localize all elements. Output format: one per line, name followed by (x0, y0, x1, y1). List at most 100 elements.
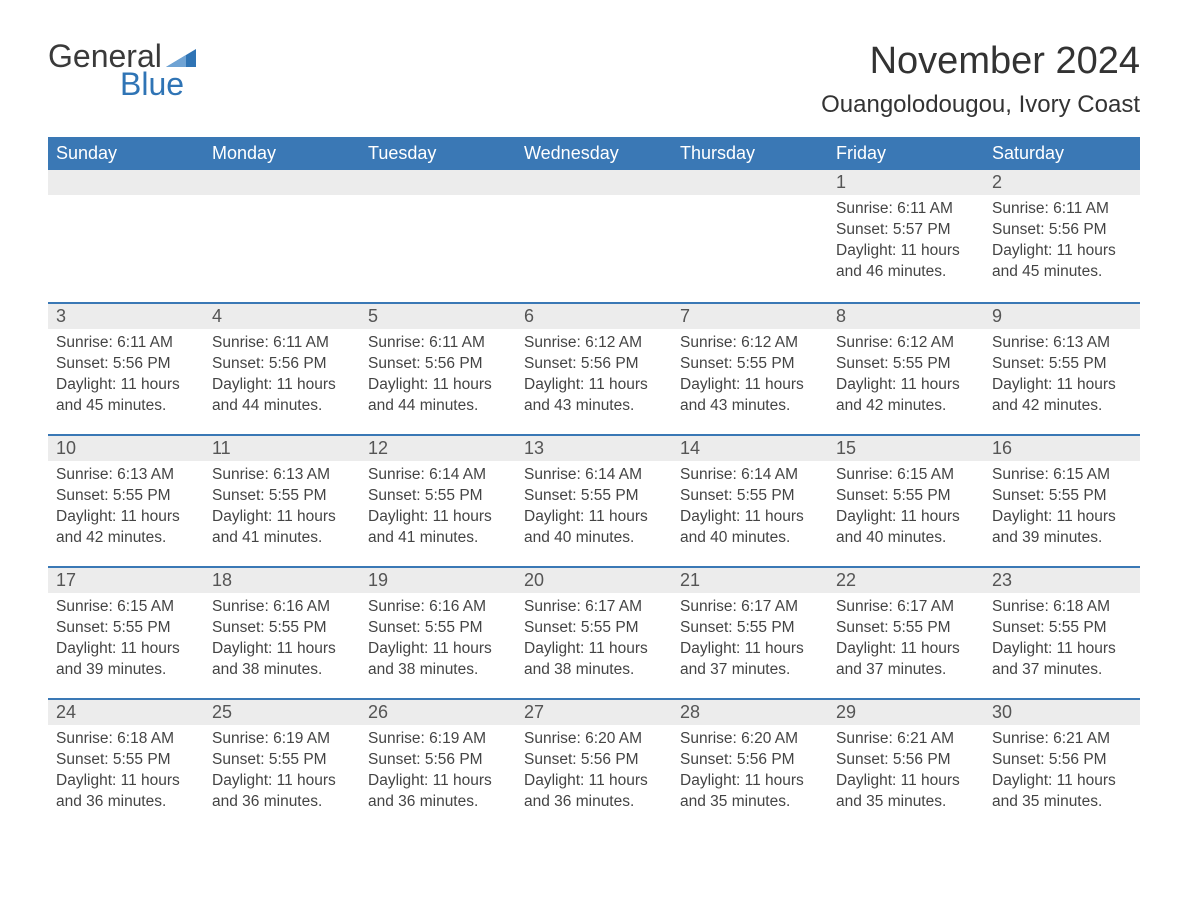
sunrise-line: Sunrise: 6:17 AM (680, 597, 820, 618)
day-details: Sunrise: 6:21 AMSunset: 5:56 PMDaylight:… (984, 725, 1140, 821)
month-title: November 2024 (821, 40, 1140, 83)
calendar-cell: 20Sunrise: 6:17 AMSunset: 5:55 PMDayligh… (516, 566, 672, 698)
day-details: Sunrise: 6:18 AMSunset: 5:55 PMDaylight:… (984, 593, 1140, 689)
day-details: Sunrise: 6:16 AMSunset: 5:55 PMDaylight:… (204, 593, 360, 689)
calendar-week: 3Sunrise: 6:11 AMSunset: 5:56 PMDaylight… (48, 302, 1140, 434)
daylight-line: Daylight: 11 hours and 44 minutes. (368, 375, 508, 417)
sunset-line: Sunset: 5:55 PM (56, 618, 196, 639)
daylight-line: Daylight: 11 hours and 38 minutes. (212, 639, 352, 681)
day-number: 21 (672, 566, 828, 593)
calendar-body: 1Sunrise: 6:11 AMSunset: 5:57 PMDaylight… (48, 170, 1140, 830)
day-number: 18 (204, 566, 360, 593)
title-block: November 2024 Ouangolodougou, Ivory Coas… (821, 40, 1140, 119)
sunset-line: Sunset: 5:55 PM (56, 486, 196, 507)
sunrise-line: Sunrise: 6:11 AM (836, 199, 976, 220)
calendar-cell: 10Sunrise: 6:13 AMSunset: 5:55 PMDayligh… (48, 434, 204, 566)
day-header: Monday (204, 137, 360, 170)
calendar-cell: 28Sunrise: 6:20 AMSunset: 5:56 PMDayligh… (672, 698, 828, 830)
sunrise-line: Sunrise: 6:12 AM (836, 333, 976, 354)
day-number: 14 (672, 434, 828, 461)
day-number: 24 (48, 698, 204, 725)
daylight-line: Daylight: 11 hours and 37 minutes. (680, 639, 820, 681)
sunrise-line: Sunrise: 6:11 AM (368, 333, 508, 354)
day-details: Sunrise: 6:17 AMSunset: 5:55 PMDaylight:… (828, 593, 984, 689)
day-number: 12 (360, 434, 516, 461)
day-details: Sunrise: 6:17 AMSunset: 5:55 PMDaylight:… (672, 593, 828, 689)
sunset-line: Sunset: 5:55 PM (992, 354, 1132, 375)
daylight-line: Daylight: 11 hours and 44 minutes. (212, 375, 352, 417)
calendar-cell: 12Sunrise: 6:14 AMSunset: 5:55 PMDayligh… (360, 434, 516, 566)
day-number: 6 (516, 302, 672, 329)
sunrise-line: Sunrise: 6:17 AM (524, 597, 664, 618)
sunrise-line: Sunrise: 6:21 AM (836, 729, 976, 750)
day-number: 19 (360, 566, 516, 593)
sunrise-line: Sunrise: 6:13 AM (212, 465, 352, 486)
day-number: 2 (984, 170, 1140, 195)
sunrise-line: Sunrise: 6:14 AM (680, 465, 820, 486)
calendar-cell (672, 170, 828, 302)
day-number: 3 (48, 302, 204, 329)
sunrise-line: Sunrise: 6:18 AM (992, 597, 1132, 618)
daylight-line: Daylight: 11 hours and 45 minutes. (992, 241, 1132, 283)
sunrise-line: Sunrise: 6:14 AM (368, 465, 508, 486)
sunset-line: Sunset: 5:56 PM (56, 354, 196, 375)
sunrise-line: Sunrise: 6:19 AM (212, 729, 352, 750)
calendar-cell: 2Sunrise: 6:11 AMSunset: 5:56 PMDaylight… (984, 170, 1140, 302)
day-details: Sunrise: 6:12 AMSunset: 5:55 PMDaylight:… (672, 329, 828, 425)
day-details: Sunrise: 6:18 AMSunset: 5:55 PMDaylight:… (48, 725, 204, 821)
sunrise-line: Sunrise: 6:18 AM (56, 729, 196, 750)
daylight-line: Daylight: 11 hours and 41 minutes. (368, 507, 508, 549)
calendar-cell (204, 170, 360, 302)
sunrise-line: Sunrise: 6:20 AM (524, 729, 664, 750)
daylight-line: Daylight: 11 hours and 38 minutes. (524, 639, 664, 681)
sunrise-line: Sunrise: 6:13 AM (992, 333, 1132, 354)
day-number: 26 (360, 698, 516, 725)
daylight-line: Daylight: 11 hours and 36 minutes. (368, 771, 508, 813)
day-number: 13 (516, 434, 672, 461)
calendar-cell: 9Sunrise: 6:13 AMSunset: 5:55 PMDaylight… (984, 302, 1140, 434)
day-number: 17 (48, 566, 204, 593)
day-details: Sunrise: 6:17 AMSunset: 5:55 PMDaylight:… (516, 593, 672, 689)
daylight-line: Daylight: 11 hours and 45 minutes. (56, 375, 196, 417)
sunset-line: Sunset: 5:57 PM (836, 220, 976, 241)
calendar-cell: 21Sunrise: 6:17 AMSunset: 5:55 PMDayligh… (672, 566, 828, 698)
day-details: Sunrise: 6:13 AMSunset: 5:55 PMDaylight:… (984, 329, 1140, 425)
sunrise-line: Sunrise: 6:16 AM (212, 597, 352, 618)
header: General Blue November 2024 Ouangolodougo… (48, 40, 1140, 119)
day-number: 16 (984, 434, 1140, 461)
daylight-line: Daylight: 11 hours and 37 minutes. (992, 639, 1132, 681)
sunset-line: Sunset: 5:55 PM (212, 618, 352, 639)
daylight-line: Daylight: 11 hours and 40 minutes. (836, 507, 976, 549)
calendar-week: 1Sunrise: 6:11 AMSunset: 5:57 PMDaylight… (48, 170, 1140, 302)
sunrise-line: Sunrise: 6:11 AM (992, 199, 1132, 220)
empty-day-bar (48, 170, 204, 195)
day-details: Sunrise: 6:19 AMSunset: 5:56 PMDaylight:… (360, 725, 516, 821)
day-details: Sunrise: 6:20 AMSunset: 5:56 PMDaylight:… (516, 725, 672, 821)
day-header-row: SundayMondayTuesdayWednesdayThursdayFrid… (48, 137, 1140, 170)
day-number: 27 (516, 698, 672, 725)
calendar-head: SundayMondayTuesdayWednesdayThursdayFrid… (48, 137, 1140, 170)
daylight-line: Daylight: 11 hours and 42 minutes. (992, 375, 1132, 417)
sunrise-line: Sunrise: 6:15 AM (56, 597, 196, 618)
calendar-table: SundayMondayTuesdayWednesdayThursdayFrid… (48, 137, 1140, 830)
calendar-cell: 30Sunrise: 6:21 AMSunset: 5:56 PMDayligh… (984, 698, 1140, 830)
day-number: 8 (828, 302, 984, 329)
sunrise-line: Sunrise: 6:12 AM (680, 333, 820, 354)
day-details: Sunrise: 6:20 AMSunset: 5:56 PMDaylight:… (672, 725, 828, 821)
day-number: 28 (672, 698, 828, 725)
sunset-line: Sunset: 5:56 PM (368, 750, 508, 771)
day-details: Sunrise: 6:11 AMSunset: 5:56 PMDaylight:… (984, 195, 1140, 291)
calendar-cell: 17Sunrise: 6:15 AMSunset: 5:55 PMDayligh… (48, 566, 204, 698)
calendar-cell: 27Sunrise: 6:20 AMSunset: 5:56 PMDayligh… (516, 698, 672, 830)
day-header: Wednesday (516, 137, 672, 170)
day-number: 30 (984, 698, 1140, 725)
calendar-cell: 7Sunrise: 6:12 AMSunset: 5:55 PMDaylight… (672, 302, 828, 434)
sunset-line: Sunset: 5:55 PM (836, 486, 976, 507)
day-details: Sunrise: 6:15 AMSunset: 5:55 PMDaylight:… (984, 461, 1140, 557)
day-details: Sunrise: 6:14 AMSunset: 5:55 PMDaylight:… (672, 461, 828, 557)
daylight-line: Daylight: 11 hours and 35 minutes. (836, 771, 976, 813)
sunrise-line: Sunrise: 6:17 AM (836, 597, 976, 618)
sunset-line: Sunset: 5:56 PM (368, 354, 508, 375)
sunset-line: Sunset: 5:55 PM (680, 618, 820, 639)
calendar-cell: 18Sunrise: 6:16 AMSunset: 5:55 PMDayligh… (204, 566, 360, 698)
